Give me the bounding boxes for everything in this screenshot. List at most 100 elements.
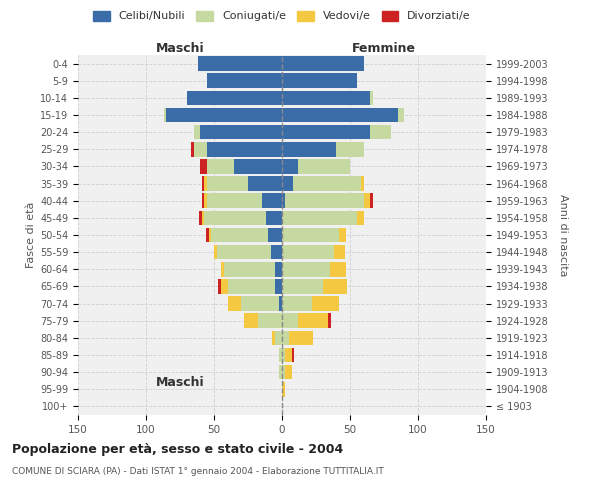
Bar	[191, 142, 282, 156]
Bar	[207, 74, 282, 88]
Bar	[275, 262, 282, 276]
Bar	[282, 108, 404, 122]
Bar	[282, 348, 294, 362]
Bar	[166, 108, 282, 122]
Bar	[272, 330, 282, 345]
Bar	[279, 296, 282, 311]
Bar	[282, 108, 404, 122]
Bar	[271, 245, 282, 260]
Bar	[211, 228, 282, 242]
Bar	[282, 296, 312, 311]
Bar	[282, 90, 370, 105]
Bar	[248, 176, 282, 191]
Bar	[282, 142, 364, 156]
Bar	[282, 176, 361, 191]
Bar	[282, 228, 339, 242]
Bar	[279, 348, 282, 362]
Bar	[221, 262, 282, 276]
Bar	[282, 176, 293, 191]
Bar	[282, 279, 347, 293]
Bar	[282, 262, 346, 276]
Bar	[275, 279, 282, 293]
Bar	[279, 348, 282, 362]
Bar	[282, 159, 350, 174]
Bar	[282, 330, 313, 345]
Bar	[197, 56, 282, 71]
Bar	[282, 296, 339, 311]
Bar	[197, 56, 282, 71]
Bar	[282, 210, 364, 225]
Bar	[282, 142, 364, 156]
Bar	[279, 365, 282, 380]
Bar	[241, 296, 282, 311]
Bar	[282, 330, 289, 345]
Bar	[282, 56, 364, 71]
Bar	[282, 262, 329, 276]
Bar	[218, 279, 282, 293]
Text: Femmine: Femmine	[352, 42, 416, 55]
Bar	[282, 125, 391, 140]
Bar	[187, 90, 282, 105]
Y-axis label: Fasce di età: Fasce di età	[26, 202, 36, 268]
Bar	[282, 108, 404, 122]
Bar	[279, 365, 282, 380]
Bar	[262, 194, 282, 208]
Bar	[282, 142, 337, 156]
Bar	[282, 279, 347, 293]
Bar	[282, 382, 285, 396]
Bar	[266, 210, 282, 225]
Bar	[282, 56, 364, 71]
Bar	[227, 296, 282, 311]
Bar	[224, 262, 282, 276]
Text: Maschi: Maschi	[155, 376, 205, 389]
Legend: Celibi/Nubili, Coniugati/e, Vedovi/e, Divorziati/e: Celibi/Nubili, Coniugati/e, Vedovi/e, Di…	[93, 10, 471, 22]
Bar	[282, 74, 357, 88]
Bar	[282, 262, 346, 276]
Bar	[282, 194, 364, 208]
Bar	[194, 125, 282, 140]
Bar	[194, 142, 282, 156]
Text: Maschi: Maschi	[155, 42, 205, 55]
Bar	[202, 194, 282, 208]
Bar	[197, 56, 282, 71]
Bar	[187, 90, 282, 105]
Bar	[207, 176, 282, 191]
Bar	[282, 142, 364, 156]
Bar	[282, 279, 323, 293]
Bar	[282, 194, 285, 208]
Bar	[207, 74, 282, 88]
Bar	[282, 125, 370, 140]
Bar	[268, 228, 282, 242]
Bar	[282, 314, 331, 328]
Bar	[282, 228, 346, 242]
Bar	[282, 176, 364, 191]
Bar	[282, 56, 364, 71]
Bar	[187, 90, 282, 105]
Bar	[282, 125, 391, 140]
Bar	[207, 74, 282, 88]
Bar	[282, 74, 357, 88]
Bar	[202, 210, 282, 225]
Bar	[282, 90, 373, 105]
Bar	[272, 330, 282, 345]
Y-axis label: Anni di nascita: Anni di nascita	[558, 194, 568, 276]
Bar	[164, 108, 282, 122]
Bar	[197, 56, 282, 71]
Bar	[205, 210, 282, 225]
Bar	[282, 365, 292, 380]
Bar	[282, 90, 373, 105]
Bar	[282, 159, 350, 174]
Bar	[282, 348, 285, 362]
Bar	[217, 245, 282, 260]
Bar	[214, 245, 282, 260]
Bar	[282, 159, 298, 174]
Bar	[200, 125, 282, 140]
Bar	[282, 210, 364, 225]
Bar	[164, 108, 282, 122]
Bar	[275, 330, 282, 345]
Bar	[207, 159, 282, 174]
Bar	[282, 314, 298, 328]
Bar	[200, 159, 282, 174]
Bar	[282, 56, 364, 71]
Text: COMUNE DI SCIARA (PA) - Dati ISTAT 1° gennaio 2004 - Elaborazione TUTTITALIA.IT: COMUNE DI SCIARA (PA) - Dati ISTAT 1° ge…	[12, 468, 384, 476]
